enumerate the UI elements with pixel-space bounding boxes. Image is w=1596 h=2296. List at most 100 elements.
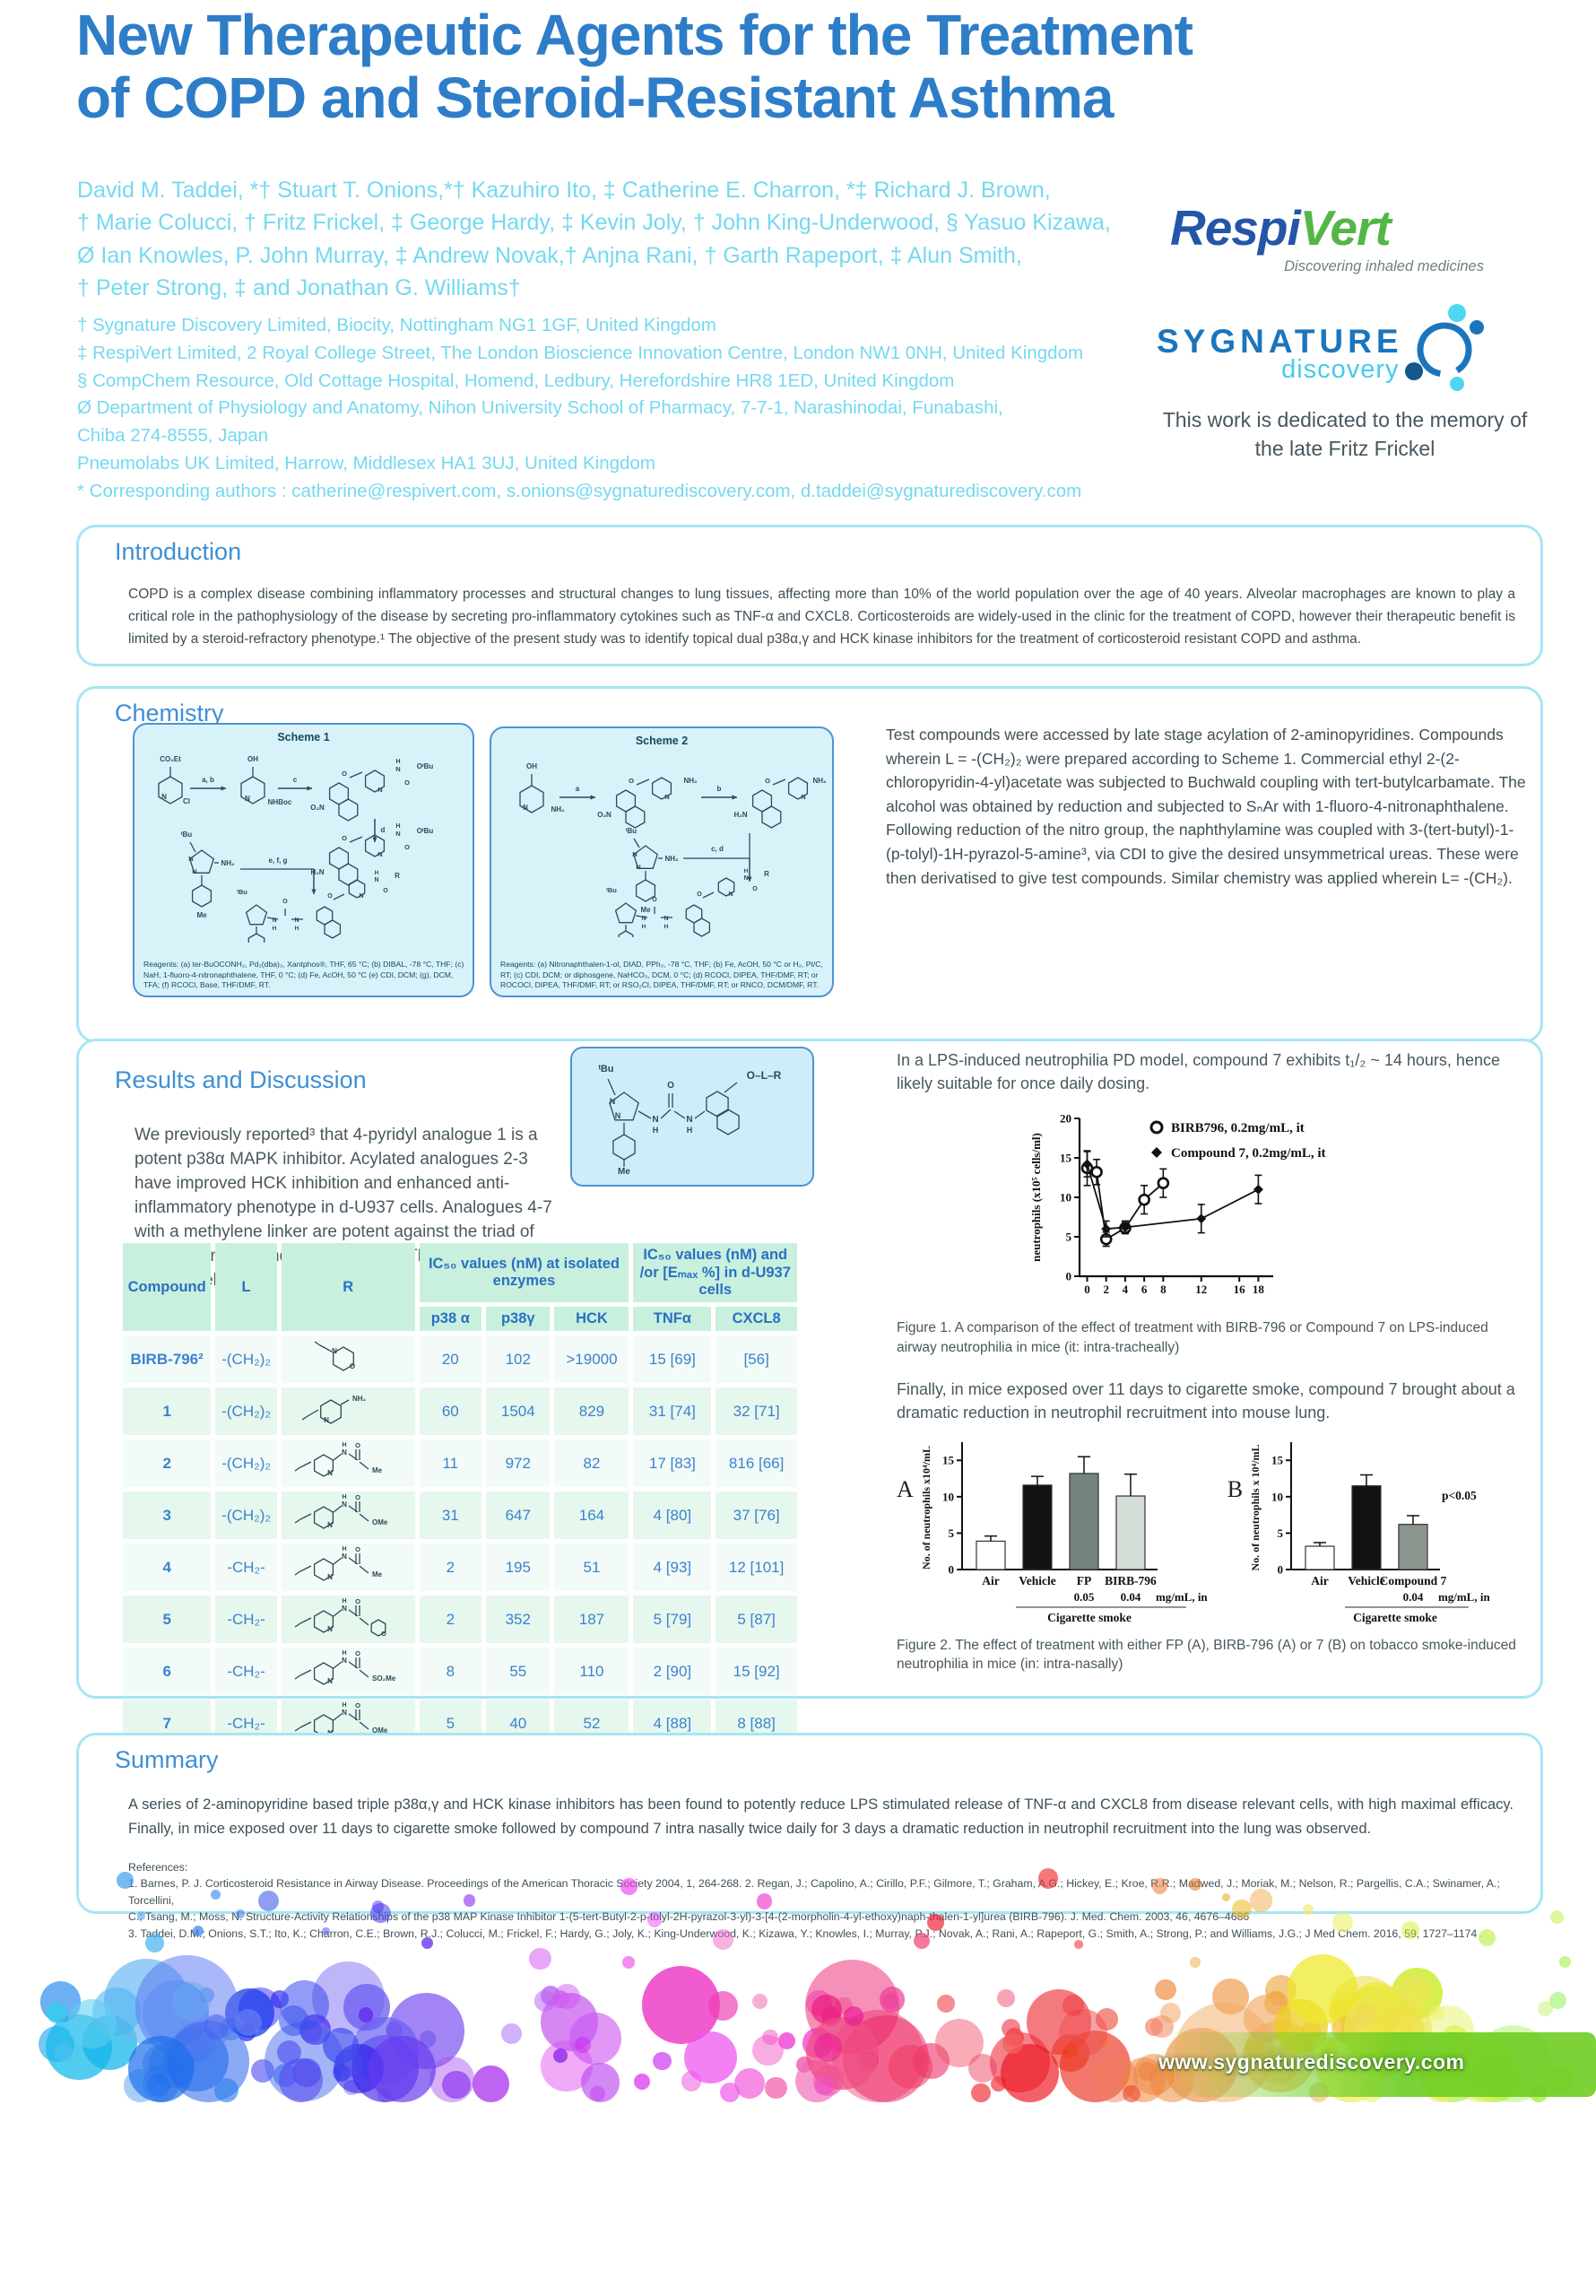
introduction-heading: Introduction: [115, 538, 242, 565]
svg-text:6: 6: [1141, 1283, 1148, 1296]
decorative-bubble: [213, 2077, 239, 2102]
r-structure-amide: N H N O Me: [281, 1439, 415, 1487]
svg-text:H: H: [295, 926, 299, 932]
svg-text:Cl: Cl: [183, 797, 190, 805]
svg-text:5: 5: [1066, 1231, 1072, 1244]
decorative-bubble: [551, 1990, 569, 2009]
table-cell: 11: [419, 1439, 482, 1487]
table-row: 1 -(CH₂)₂ N NH₂ 60 1504 829 31 [74] 32 [71]: [123, 1387, 797, 1435]
svg-text:18: 18: [1253, 1283, 1265, 1296]
svg-text:Vehicle: Vehicle: [1348, 1574, 1384, 1587]
svg-text:mg/mL, in: mg/mL, in: [1438, 1590, 1490, 1604]
results-heading: Results and Discussion: [115, 1066, 367, 1093]
decorative-bubble: [1002, 2033, 1023, 2055]
svg-text:N: N: [641, 916, 646, 922]
decorative-bubble: [889, 2045, 933, 2090]
table-cell: 82: [554, 1439, 629, 1487]
results-section: Results and Discussion We previously rep…: [76, 1039, 1543, 1747]
table-cell: 2: [419, 1596, 482, 1643]
decorative-bubble: [756, 1893, 773, 1909]
svg-text:N: N: [743, 875, 748, 882]
decorative-bubble: [1331, 1911, 1353, 1933]
decorative-bubble: [707, 1991, 739, 2022]
figure2-bar-chart-a: 0 5 10 15 No. of neutrophils x10⁴/mL Air Vehic…: [920, 1441, 1208, 1624]
decorative-bubble: [752, 1994, 768, 2010]
decorative-bubble: [66, 1999, 117, 2049]
svg-text:ᵗBu: ᵗBu: [606, 886, 617, 894]
svg-text:O: O: [381, 1631, 386, 1638]
table-cell: 6: [123, 1648, 212, 1695]
svg-text:ᵗBu: ᵗBu: [237, 888, 247, 896]
decorative-bubble: [968, 2054, 998, 2083]
r-structure-amide: N H N O Me: [281, 1544, 415, 1591]
table-header-cell: p38 α: [419, 1307, 482, 1331]
scheme2-reagents: Reagents: (a) Nitronaphthalen-1-ol, DIAD…: [500, 960, 823, 989]
svg-text:N: N: [395, 765, 400, 773]
decorative-bubble: [1352, 2003, 1376, 2028]
svg-text:O: O: [355, 1597, 360, 1605]
summary-section: Summary A series of 2-aminopyridine base…: [76, 1733, 1543, 1940]
svg-text:H: H: [395, 823, 400, 830]
scheme2-panel: Scheme 2 OH N NH₂ a O₂N O N NH₂ b H₂N O N NH₂ ᵗBu N N NH…: [490, 726, 834, 997]
svg-text:N: N: [342, 1552, 347, 1561]
table-cell: 1504: [486, 1387, 551, 1435]
summary-heading: Summary: [115, 1746, 219, 1773]
decorative-bubble: [473, 2066, 510, 2102]
decorative-bubble: [1479, 1928, 1496, 1946]
table-cell: 20: [419, 1335, 482, 1383]
svg-text:a, b: a, b: [202, 776, 214, 784]
table-cell: 4 [93]: [633, 1544, 712, 1591]
footer-bubble-band: [39, 1868, 1596, 2102]
results-right-column: In a LPS-induced neutrophilia PD model, …: [897, 1048, 1531, 1674]
table-cell: -(CH₂)₂: [215, 1335, 277, 1383]
table-header-cell: IC₅₀ values (nM) at isolated enzymes: [419, 1243, 629, 1302]
svg-text:Me: Me: [196, 911, 207, 919]
decorative-bubble: [1189, 1877, 1202, 1891]
scheme1-reagents: Reagents: (a) ter-BuOCONH₂, Pd₂(dba)₃, X…: [143, 960, 464, 989]
svg-text:N: N: [652, 1115, 658, 1125]
decorative-bubble: [1063, 2044, 1079, 2059]
svg-text:Me: Me: [618, 1167, 630, 1177]
table-cell: -(CH₂)₂: [215, 1439, 277, 1487]
table-cell: 3: [123, 1492, 212, 1539]
decorative-bubble: [1123, 2084, 1141, 2102]
svg-text:H: H: [343, 1702, 347, 1709]
decorative-bubble: [913, 1933, 930, 1950]
table-cell: 4: [123, 1544, 212, 1591]
svg-text:O: O: [327, 893, 333, 900]
poster-title-line1: New Therapeutic Agents for the Treatment: [76, 3, 1193, 67]
decorative-bubble: [321, 1926, 330, 1935]
decorative-bubble: [500, 2023, 522, 2045]
scheme2-title: Scheme 2: [635, 735, 689, 747]
svg-text:N: N: [332, 1347, 337, 1355]
chemistry-section: Chemistry Scheme 1 CO₂Et N Cl a, b OH N NHBoc c…: [76, 686, 1543, 1043]
svg-text:H: H: [375, 870, 379, 876]
svg-text:Compound 7, 0.2mg/mL, it: Compound 7, 0.2mg/mL, it: [1171, 1146, 1326, 1161]
decorative-bubble: [235, 2009, 263, 2037]
table-cell: 816 [66]: [716, 1439, 797, 1487]
svg-text:NH₂: NH₂: [812, 777, 827, 785]
table-cell: 2 [90]: [633, 1648, 712, 1695]
svg-text:N: N: [359, 893, 363, 900]
reference-line: C.; Tsang, M.; Moss, N. Structure-Activi…: [128, 1910, 1250, 1924]
decorative-bubble: [136, 1911, 146, 1921]
svg-text:NH₂: NH₂: [551, 805, 565, 813]
reference-line: 3. Taddei, D.M.; Onions, S.T.; Ito, K.; …: [128, 1926, 1484, 1940]
table-cell: 4 [80]: [633, 1492, 712, 1539]
svg-text:10: 10: [1060, 1191, 1071, 1205]
svg-text:NH₂: NH₂: [221, 859, 235, 867]
table-cell: 5 [87]: [716, 1596, 797, 1643]
svg-text:16: 16: [1234, 1283, 1246, 1296]
svg-text:Cigarette smoke: Cigarette smoke: [1047, 1611, 1132, 1624]
affiliation-line: Ø Department of Physiology and Anatomy, …: [77, 397, 1003, 419]
decorative-bubble: [117, 1872, 134, 1889]
author-line: David M. Taddei, *† Stuart T. Onions,*† …: [77, 178, 1051, 203]
svg-text:N: N: [664, 916, 668, 922]
table-cell: 32 [71]: [716, 1387, 797, 1435]
decorative-bubble: [927, 1914, 945, 1931]
table-cell: 55: [486, 1648, 551, 1695]
